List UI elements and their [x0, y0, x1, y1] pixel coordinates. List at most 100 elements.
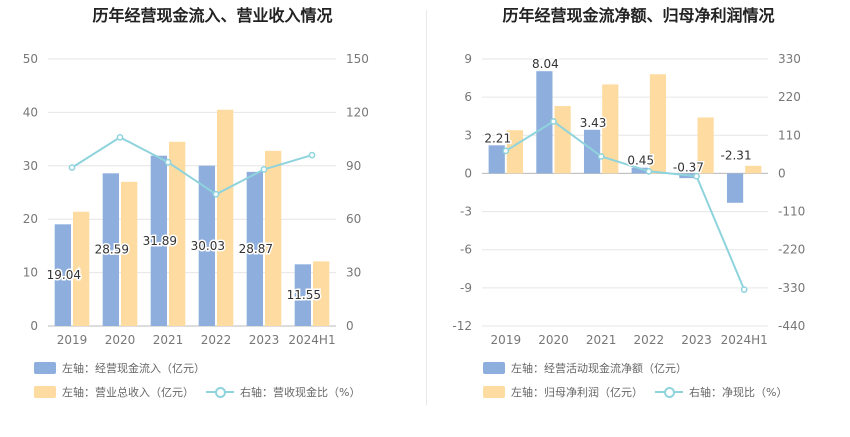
left-legend-row-2: 左轴：营业总收入（亿元） 右轴：营收现金比（%） — [34, 384, 372, 400]
legend-item-cash-inflow[interactable]: 左轴：经营现金流入（亿元） — [34, 360, 205, 376]
right-y-left-tick: -12 — [452, 319, 472, 333]
right-bar-series2 — [602, 84, 619, 174]
left-bar-series1 — [102, 173, 119, 326]
right-x-tick: 2020 — [538, 333, 569, 347]
legend-item-net-cash-ratio[interactable]: 右轴：净现比（%） — [655, 384, 787, 400]
right-chart: 9 6 3 0 -3 -6 -9 -12 330 220 110 0 -110 -220 -330 -440 2… — [452, 52, 805, 347]
left-line-point — [212, 190, 220, 198]
left-x-tick: 2022 — [201, 333, 232, 347]
right-bar-series2 — [745, 165, 762, 174]
left-bar-series2 — [313, 261, 330, 326]
right-bar-series1 — [536, 71, 553, 174]
right-y-right-tick: -330 — [778, 281, 805, 295]
left-data-label: 30.03 — [191, 239, 225, 253]
left-line-point — [308, 151, 316, 159]
right-line-point — [645, 167, 653, 175]
legend-swatch-net-profit — [483, 386, 505, 398]
right-y-right-tick: -220 — [778, 243, 805, 257]
legend-swatch-revenue — [34, 386, 56, 398]
right-bar-series2 — [697, 117, 714, 174]
left-data-label: 11.55 — [287, 288, 321, 302]
legend-item-revenue[interactable]: 左轴：营业总收入（亿元） — [34, 384, 194, 400]
right-y-left-tick: 6 — [464, 90, 472, 104]
left-x-tick: 2019 — [57, 333, 88, 347]
right-legend-row-2: 左轴：归母净利润（亿元） 右轴：净现比（%） — [483, 384, 799, 400]
left-bar-series2 — [121, 181, 138, 326]
left-bar-series1 — [150, 155, 167, 326]
right-data-label: 3.43 — [580, 116, 607, 130]
right-bar-series1 — [488, 145, 505, 174]
left-data-label: 19.04 — [47, 268, 81, 282]
legend-label-cash-inflow: 左轴：经营现金流入（亿元） — [62, 362, 205, 375]
left-x-tick: 2021 — [153, 333, 184, 347]
left-y-right-tick: 150 — [346, 52, 369, 66]
right-x-tick: 2023 — [681, 333, 712, 347]
left-data-label: 28.59 — [95, 243, 129, 257]
left-chart: 0 10 20 30 40 50 0 30 60 90 120 150 2019 2020 2021 2022… — [23, 52, 369, 347]
left-data-label: 28.87 — [239, 242, 273, 256]
left-y-left-tick: 0 — [30, 319, 38, 333]
legend-swatch-cash-inflow — [34, 362, 56, 374]
left-y-left-tick: 40 — [23, 105, 38, 119]
right-y-right-tick: 110 — [778, 128, 801, 142]
left-y-right-tick: 60 — [346, 212, 361, 226]
left-x-tick: 2023 — [249, 333, 280, 347]
left-line-point — [164, 158, 172, 166]
left-bar-series2 — [265, 150, 282, 326]
right-data-label: -0.37 — [673, 160, 704, 174]
right-chart-title: 历年经营现金流净额、归母净利润情况 — [502, 6, 775, 25]
left-y-left-tick: 10 — [23, 266, 38, 280]
right-y-right-tick: 220 — [778, 90, 801, 104]
left-line-point — [260, 166, 268, 173]
right-y-right-tick: -440 — [778, 319, 805, 333]
left-y-right-tick: 30 — [346, 266, 361, 280]
right-bar-series1 — [583, 129, 601, 174]
legend-item-net-profit[interactable]: 左轴：归母净利润（亿元） — [483, 384, 643, 400]
right-y-right-tick: 330 — [778, 52, 801, 66]
right-legend-row-1: 左轴：经营活动现金流净额（亿元） — [483, 360, 699, 376]
right-y-left-tick: 3 — [464, 128, 472, 142]
right-y-left-tick: -9 — [460, 281, 472, 295]
left-data-label: 31.89 — [143, 234, 177, 248]
right-y-left-tick: 9 — [464, 52, 472, 66]
right-bar-series1 — [631, 167, 648, 174]
legend-swatch-net-cash-ratio — [655, 386, 683, 398]
legend-swatch-revenue-cash-ratio — [206, 386, 234, 398]
right-bar-series2 — [506, 130, 524, 174]
legend-label-net-cash-flow: 左轴：经营活动现金流净额（亿元） — [511, 362, 687, 375]
legend-label-net-cash-ratio: 右轴：净现比（%） — [689, 386, 788, 399]
right-x-tick: 2021 — [586, 333, 617, 347]
legend-label-net-profit: 左轴：归母净利润（亿元） — [511, 386, 643, 399]
right-x-tick: 2024H1 — [721, 333, 768, 347]
right-bar-series1 — [726, 173, 744, 203]
right-y-left-tick: 0 — [464, 166, 472, 180]
left-line-series3 — [71, 136, 313, 196]
right-line-point — [502, 147, 510, 155]
right-y-left-tick: -3 — [460, 205, 472, 219]
left-line-point — [68, 164, 76, 171]
right-line-point — [693, 172, 700, 180]
left-legend-row-1: 左轴：经营现金流入（亿元） — [34, 360, 217, 376]
left-chart-title: 历年经营现金流入、营业收入情况 — [92, 6, 333, 25]
right-x-tick: 2019 — [491, 333, 522, 347]
left-y-right-tick: 90 — [346, 159, 361, 173]
left-bar-series2 — [73, 211, 90, 326]
right-y-right-tick: 0 — [778, 166, 786, 180]
right-bar-series2 — [649, 74, 667, 174]
left-y-right-tick: 0 — [346, 319, 354, 333]
right-data-label: -2.31 — [721, 148, 752, 162]
left-y-left-tick: 50 — [23, 52, 38, 66]
right-line-point — [550, 118, 557, 125]
left-bar-series1 — [198, 165, 215, 326]
left-x-tick: 2024H1 — [288, 333, 335, 347]
legend-item-revenue-cash-ratio[interactable]: 右轴：营收现金比（%） — [206, 384, 360, 400]
left-y-right-tick: 120 — [346, 105, 369, 119]
left-line-point — [116, 133, 124, 141]
legend-item-net-cash-flow[interactable]: 左轴：经营活动现金流净额（亿元） — [483, 360, 687, 376]
left-y-left-tick: 30 — [23, 159, 38, 173]
right-x-tick: 2022 — [634, 333, 665, 347]
right-y-left-tick: -6 — [460, 243, 472, 257]
right-bar-series2 — [554, 106, 571, 174]
right-y-right-tick: -110 — [778, 205, 805, 219]
left-bar-series1 — [54, 224, 71, 326]
